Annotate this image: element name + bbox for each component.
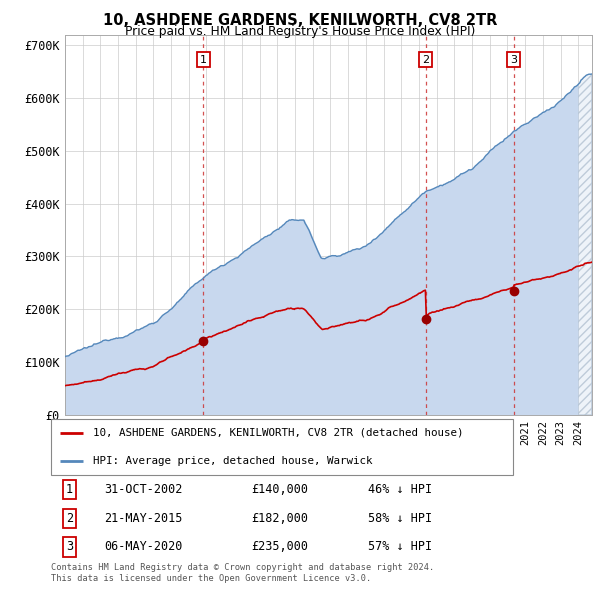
Text: 31-OCT-2002: 31-OCT-2002 bbox=[104, 483, 182, 496]
Text: £140,000: £140,000 bbox=[251, 483, 308, 496]
Text: 3: 3 bbox=[510, 54, 517, 64]
Text: 1: 1 bbox=[66, 483, 73, 496]
Text: This data is licensed under the Open Government Licence v3.0.: This data is licensed under the Open Gov… bbox=[51, 574, 371, 583]
Text: 06-MAY-2020: 06-MAY-2020 bbox=[104, 540, 182, 553]
Text: 58% ↓ HPI: 58% ↓ HPI bbox=[368, 512, 432, 525]
Text: 21-MAY-2015: 21-MAY-2015 bbox=[104, 512, 182, 525]
Text: 1: 1 bbox=[200, 54, 207, 64]
FancyBboxPatch shape bbox=[51, 419, 513, 475]
Text: 57% ↓ HPI: 57% ↓ HPI bbox=[368, 540, 432, 553]
Text: £182,000: £182,000 bbox=[251, 512, 308, 525]
Text: Contains HM Land Registry data © Crown copyright and database right 2024.: Contains HM Land Registry data © Crown c… bbox=[51, 563, 434, 572]
Text: 2: 2 bbox=[422, 54, 429, 64]
Text: 10, ASHDENE GARDENS, KENILWORTH, CV8 2TR (detached house): 10, ASHDENE GARDENS, KENILWORTH, CV8 2TR… bbox=[92, 428, 463, 438]
Text: 2: 2 bbox=[66, 512, 73, 525]
Text: 46% ↓ HPI: 46% ↓ HPI bbox=[368, 483, 432, 496]
Text: 3: 3 bbox=[66, 540, 73, 553]
Text: £235,000: £235,000 bbox=[251, 540, 308, 553]
Text: 10, ASHDENE GARDENS, KENILWORTH, CV8 2TR: 10, ASHDENE GARDENS, KENILWORTH, CV8 2TR bbox=[103, 13, 497, 28]
Text: HPI: Average price, detached house, Warwick: HPI: Average price, detached house, Warw… bbox=[92, 456, 372, 466]
Text: Price paid vs. HM Land Registry's House Price Index (HPI): Price paid vs. HM Land Registry's House … bbox=[125, 25, 475, 38]
